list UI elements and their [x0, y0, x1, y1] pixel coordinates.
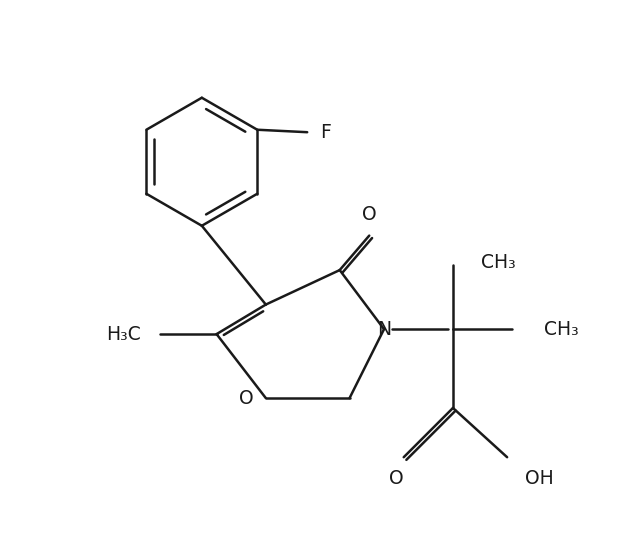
- Text: O: O: [362, 205, 376, 224]
- Text: O: O: [239, 388, 254, 408]
- Text: O: O: [388, 469, 403, 488]
- Text: CH₃: CH₃: [481, 253, 515, 272]
- Text: OH: OH: [525, 469, 554, 488]
- Text: N: N: [377, 320, 391, 339]
- Text: H₃C: H₃C: [106, 325, 141, 344]
- Text: CH₃: CH₃: [543, 320, 579, 339]
- Text: F: F: [320, 123, 331, 142]
